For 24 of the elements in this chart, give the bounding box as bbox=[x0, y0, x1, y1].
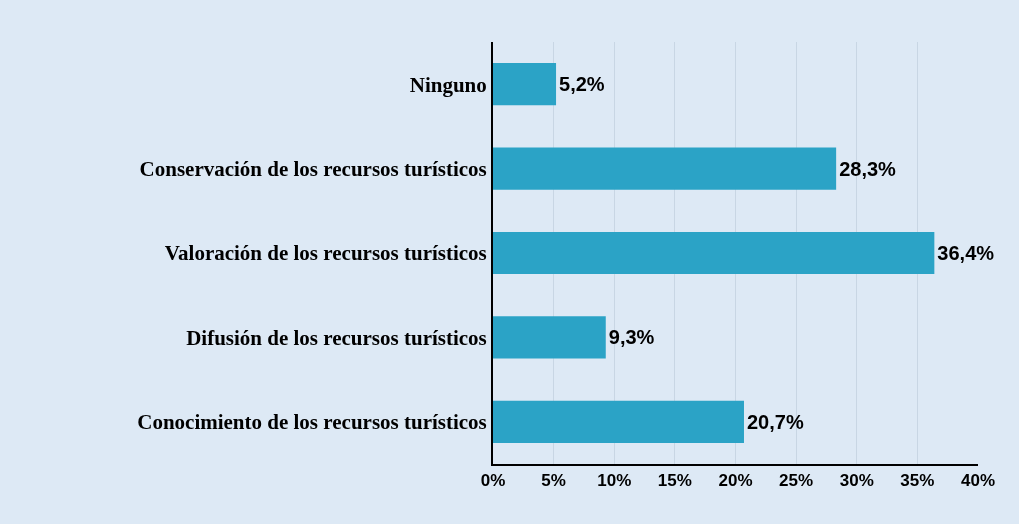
data-label: 28,3% bbox=[839, 157, 897, 180]
data-label: 5,2% bbox=[559, 73, 605, 96]
x-tick-label: 0% bbox=[480, 471, 506, 491]
x-tick-label: 20% bbox=[718, 471, 753, 491]
x-tick-label: 25% bbox=[779, 471, 814, 491]
bar bbox=[493, 147, 837, 190]
data-label: 36,4% bbox=[937, 242, 995, 264]
y-tick-label: Conocimiento de los recursos turísticos bbox=[137, 410, 487, 435]
bar bbox=[493, 316, 606, 359]
x-tick-label: 35% bbox=[900, 471, 935, 491]
bar bbox=[493, 63, 557, 106]
x-tick-label: 15% bbox=[657, 471, 692, 491]
y-tick-label: Valoración de los recursos turísticos bbox=[164, 241, 487, 266]
y-tick-label: Conservación de los recursos turísticos bbox=[139, 156, 487, 181]
y-tick-label: Difusión de los recursos turísticos bbox=[186, 325, 487, 350]
y-tick-label: Ninguno bbox=[409, 72, 487, 97]
x-tick-label: 5% bbox=[541, 471, 566, 491]
data-label: 20,7% bbox=[746, 410, 804, 433]
x-tick-label: 40% bbox=[960, 471, 996, 491]
bar bbox=[493, 400, 744, 443]
x-tick-label: 10% bbox=[597, 471, 632, 491]
data-label: 9,3% bbox=[608, 326, 655, 349]
x-tick-label: 30% bbox=[839, 471, 874, 491]
bar bbox=[493, 231, 935, 275]
